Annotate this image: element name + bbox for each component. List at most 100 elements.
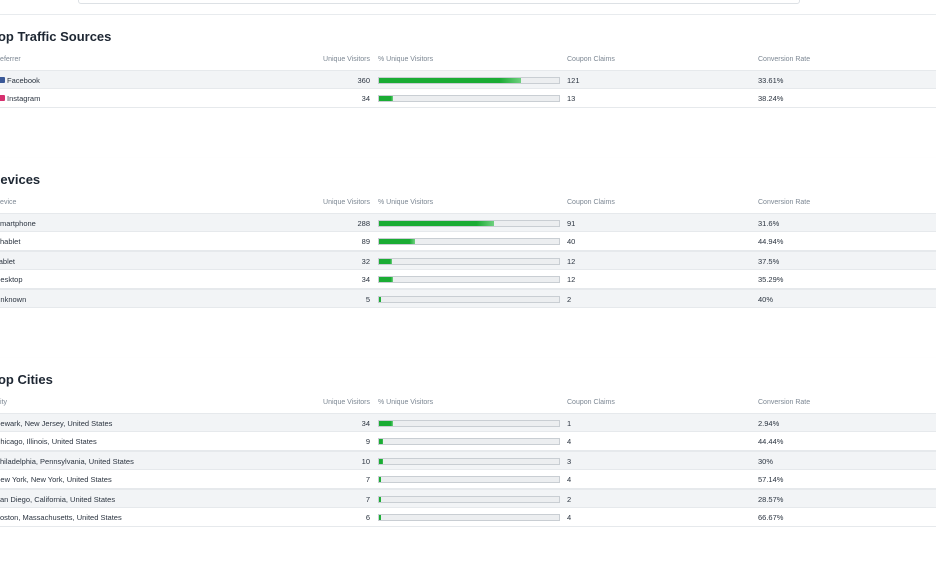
- conversion-rate: 28.57%: [758, 495, 784, 504]
- table-row: San Diego, California, United States 7 2 28…: [0, 489, 936, 508]
- coupon-claims: 40: [567, 237, 576, 246]
- column-header: Unique Visitors: [323, 56, 370, 63]
- column-header: Device: [0, 199, 17, 206]
- conversion-rate: 35.29%: [758, 275, 784, 284]
- column-header: City: [0, 399, 8, 406]
- row-label: Philadelphia, Pennsylvania, United State…: [0, 457, 134, 466]
- column-header: % Unique Visitors: [378, 399, 434, 406]
- coupon-claims: 3: [567, 457, 572, 466]
- percent-bar: [379, 297, 381, 302]
- column-header: Conversion Rate: [758, 56, 811, 63]
- unique-visitors: 7: [365, 495, 370, 504]
- unique-visitors: 34: [361, 275, 370, 284]
- percent-track: [378, 476, 560, 483]
- column-header: % Unique Visitors: [378, 199, 434, 206]
- unique-visitors: 6: [365, 513, 370, 522]
- percent-bar: [379, 277, 394, 282]
- conversion-rate: 40%: [758, 295, 774, 304]
- percent-track: [378, 514, 560, 521]
- column-header: Referrer: [0, 56, 21, 63]
- coupon-claims: 13: [567, 94, 576, 103]
- percent-track: [378, 77, 560, 84]
- table-row: Chicago, Illinois, United States 9 4 44.44%: [0, 432, 936, 451]
- coupon-claims: 12: [567, 275, 576, 284]
- table-row: Philadelphia, Pennsylvania, United State…: [0, 451, 936, 470]
- table-row: Newark, New Jersey, United States 34 1 2.94…: [0, 413, 936, 432]
- table-row: Boston, Massachusetts, United States 6 4 66…: [0, 508, 936, 527]
- column-header: Unique Visitors: [323, 399, 370, 406]
- percent-track: [378, 276, 560, 283]
- unique-visitors: 34: [361, 94, 370, 103]
- divider: [0, 14, 936, 15]
- section-title: Top Cities: [0, 372, 53, 387]
- coupon-claims: 121: [567, 76, 580, 85]
- coupon-claims: 2: [567, 295, 572, 304]
- percent-track: [378, 220, 560, 227]
- conversion-rate: 31.6%: [758, 219, 780, 228]
- row-label: Facebook: [7, 76, 40, 85]
- table-row: Desktop 34 12 35.29%: [0, 270, 936, 289]
- section-title: Devices: [0, 172, 41, 187]
- percent-track: [378, 420, 560, 427]
- column-header: Coupon Claims: [567, 399, 615, 406]
- conversion-rate: 37.5%: [758, 257, 780, 266]
- unique-visitors: 360: [357, 76, 370, 85]
- table-row: Facebook 360 121 33.61%: [0, 70, 936, 89]
- row-label: Smartphone: [0, 219, 36, 228]
- coupon-claims: 12: [567, 257, 576, 266]
- referrer-icon: [0, 95, 5, 101]
- unique-visitors: 89: [361, 237, 370, 246]
- row-label: Boston, Massachusetts, United States: [0, 513, 122, 522]
- table-row: Instagram 34 13 38.24%: [0, 89, 936, 108]
- unique-visitors: 32: [361, 257, 370, 266]
- table-row: New York, New York, United States 7 4 57.14…: [0, 470, 936, 489]
- percent-bar: [379, 497, 381, 502]
- conversion-rate: 66.67%: [758, 513, 784, 522]
- coupon-claims: 91: [567, 219, 576, 228]
- row-label: New York, New York, United States: [0, 475, 112, 484]
- row-label: Chicago, Illinois, United States: [0, 437, 97, 446]
- column-header: Conversion Rate: [758, 399, 811, 406]
- percent-bar: [379, 259, 392, 264]
- row-label: Desktop: [0, 275, 23, 284]
- conversion-rate: 33.61%: [758, 76, 784, 85]
- percent-bar: [379, 439, 383, 444]
- percent-track: [378, 496, 560, 503]
- percent-track: [378, 258, 560, 265]
- coupon-claims: 2: [567, 495, 572, 504]
- unique-visitors: 9: [365, 437, 370, 446]
- percent-bar: [379, 515, 381, 520]
- table-row: Unknown 5 2 40%: [0, 289, 936, 308]
- table-row: Tablet 32 12 37.5%: [0, 251, 936, 270]
- column-header: Coupon Claims: [567, 199, 615, 206]
- coupon-claims: 1: [567, 419, 572, 428]
- column-header: Conversion Rate: [758, 199, 811, 206]
- unique-visitors: 5: [365, 295, 370, 304]
- unique-visitors: 7: [365, 475, 370, 484]
- row-label: Newark, New Jersey, United States: [0, 419, 113, 428]
- table-row: Smartphone 288 91 31.6%: [0, 213, 936, 232]
- percent-bar: [379, 421, 394, 426]
- percent-bar: [379, 239, 415, 244]
- column-header: % Unique Visitors: [378, 56, 434, 63]
- conversion-rate: 38.24%: [758, 94, 784, 103]
- percent-track: [378, 438, 560, 445]
- column-header: Unique Visitors: [323, 199, 370, 206]
- percent-bar: [379, 477, 381, 482]
- column-header: Coupon Claims: [567, 56, 615, 63]
- search-bar[interactable]: [78, 0, 800, 4]
- conversion-rate: 2.94%: [758, 419, 780, 428]
- row-label: Tablet: [0, 257, 16, 266]
- section-title: Top Traffic Sources: [0, 29, 112, 44]
- table-row: Phablet 89 40 44.94%: [0, 232, 936, 251]
- percent-track: [378, 238, 560, 245]
- percent-track: [378, 95, 560, 102]
- conversion-rate: 44.44%: [758, 437, 784, 446]
- unique-visitors: 10: [361, 457, 370, 466]
- percent-bar: [379, 459, 383, 464]
- coupon-claims: 4: [567, 513, 572, 522]
- unique-visitors: 288: [357, 219, 370, 228]
- row-label: San Diego, California, United States: [0, 495, 116, 504]
- conversion-rate: 44.94%: [758, 237, 784, 246]
- percent-bar: [379, 221, 495, 226]
